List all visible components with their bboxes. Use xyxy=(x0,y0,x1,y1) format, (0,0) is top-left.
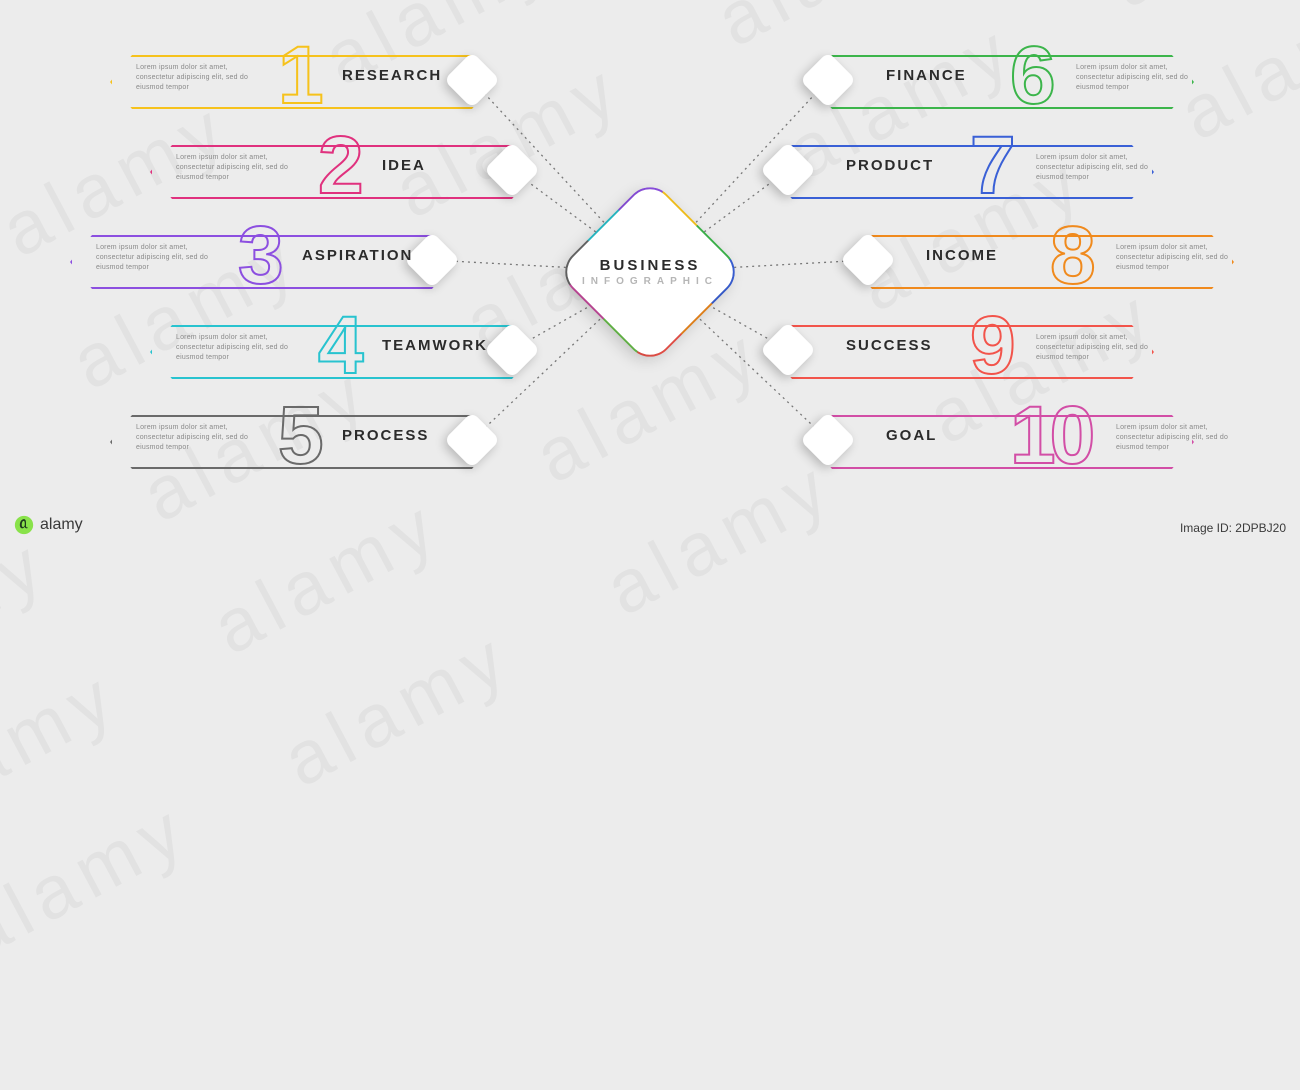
item-description: Lorem ipsum dolor sit amet, consectetur … xyxy=(1116,423,1246,453)
item-description: Lorem ipsum dolor sit amet, consectetur … xyxy=(1076,63,1206,93)
item-number: 6 xyxy=(1010,35,1050,117)
item-title: SUCCESS xyxy=(846,337,933,354)
item-title: FINANCE xyxy=(886,67,967,84)
item-number: 9 xyxy=(970,305,1010,387)
item-description: Lorem ipsum dolor sit amet, consectetur … xyxy=(1036,153,1166,183)
infographic-item-8: 8INCOMELorem ipsum dolor sit amet, conse… xyxy=(0,225,1300,295)
item-title: INCOME xyxy=(926,247,998,264)
stock-brand-text: alamy xyxy=(40,516,83,534)
infographic-item-7: 7PRODUCTLorem ipsum dolor sit amet, cons… xyxy=(0,135,1300,205)
item-number: 8 xyxy=(1050,215,1090,297)
item-number: 10 xyxy=(1010,395,1089,477)
item-number: 7 xyxy=(970,125,1010,207)
infographic-item-6: 6FINANCELorem ipsum dolor sit amet, cons… xyxy=(0,45,1300,115)
item-title: GOAL xyxy=(886,427,937,444)
infographic-item-9: 9SUCCESSLorem ipsum dolor sit amet, cons… xyxy=(0,315,1300,385)
stock-image-id: Image ID: 2DPBJ20 xyxy=(1180,521,1286,535)
alamy-logo-icon xyxy=(14,515,34,535)
item-description: Lorem ipsum dolor sit amet, consectetur … xyxy=(1036,333,1166,363)
stock-brand: alamy xyxy=(14,515,83,535)
item-title: PRODUCT xyxy=(846,157,934,174)
infographic-item-10: 10GOALLorem ipsum dolor sit amet, consec… xyxy=(0,405,1300,475)
item-description: Lorem ipsum dolor sit amet, consectetur … xyxy=(1116,243,1246,273)
